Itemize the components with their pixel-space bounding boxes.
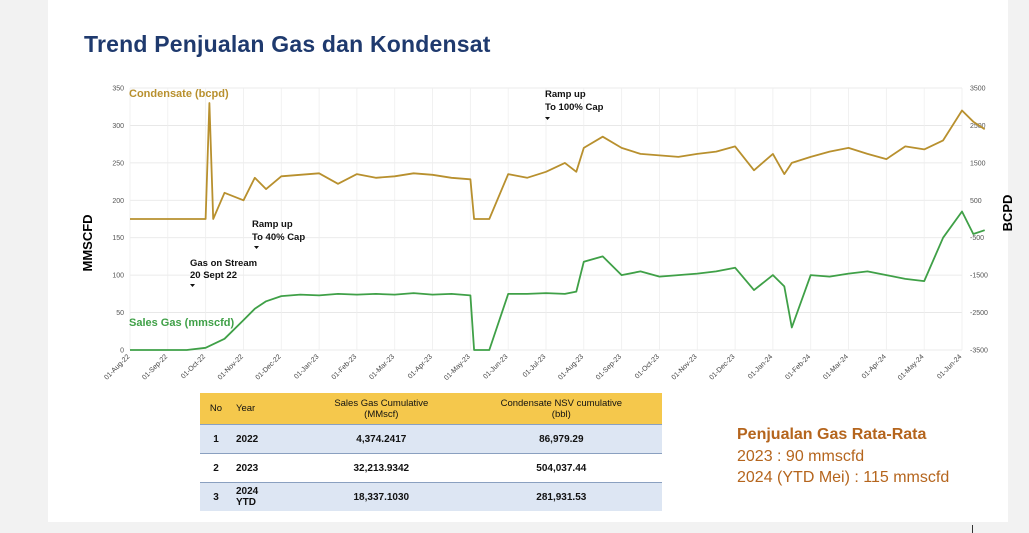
table-row: 1 2022 4,374.2417 86,979.29 (200, 424, 662, 454)
svg-text:To 100% Cap: To 100% Cap (545, 102, 604, 113)
x-tick-label: 01-Sep-23 (595, 353, 623, 381)
left-tick-label: 50 (116, 310, 124, 317)
x-tick-label: 01-Apr-23 (407, 353, 434, 380)
x-tick-label: 01-Jan-23 (293, 353, 320, 380)
left-tick-label: 300 (112, 123, 124, 130)
x-tick-label: 01-Dec-23 (708, 353, 736, 381)
header-year: Year (232, 393, 302, 425)
average-sales-box: Penjualan Gas Rata-Rata 2023 : 90 mmscfd… (737, 426, 949, 488)
gridlines (129, 87, 963, 351)
annotation-ramp-40: Ramp up To 40% Cap (252, 219, 305, 249)
right-tick-label: 1500 (970, 160, 986, 167)
right-tick-label: -3500 (970, 348, 988, 355)
x-tick-label: 01-Oct-22 (180, 353, 207, 380)
summary-table: No Year Sales Gas Cumulative (MMscf) Cond… (200, 393, 662, 511)
x-tick-label: 01-Dec-22 (255, 353, 283, 381)
x-tick-label: 01-Jul-23 (522, 353, 548, 379)
header-condensate: Condensate NSV cumulative (bbl) (460, 393, 662, 425)
x-tick-label: 01-Apr-24 (861, 353, 888, 380)
left-axis-label: MMSCFD (80, 214, 95, 271)
right-axis-label: BCPD (1000, 195, 1015, 232)
series-label-condensate: Condensate (bcpd) (129, 88, 229, 100)
header-no: No (200, 393, 232, 425)
x-tick-label: 01-Jun-23 (482, 353, 509, 380)
divider (972, 525, 973, 533)
left-tick-label: 100 (112, 273, 124, 280)
right-tick-label: 500 (970, 198, 982, 205)
x-tick-label: 01-May-23 (443, 353, 472, 382)
left-axis-ticks: 0 50 100 150 200 250 300 350 (112, 86, 124, 355)
x-tick-label: 01-Sep-22 (141, 353, 169, 381)
x-tick-label: 01-Oct-23 (634, 353, 661, 380)
x-axis-ticks: 01-Aug-22 01-Sep-22 01-Oct-22 01-Nov-22 01-D… (103, 353, 963, 382)
left-tick-label: 250 (112, 160, 124, 167)
svg-text:20 Sept 22: 20 Sept 22 (190, 270, 237, 281)
right-tick-label: 2500 (970, 123, 986, 130)
x-tick-label: 01-Aug-23 (557, 353, 585, 381)
series-lines (130, 102, 986, 351)
sales-gas-series-line (130, 210, 985, 351)
right-tick-label: -1500 (970, 273, 988, 280)
table-row: 3 2024 YTD 18,337.1030 281,931.53 (200, 482, 662, 511)
x-tick-label: 01-Jun-24 (936, 353, 963, 380)
condensate-series-line (130, 102, 986, 220)
x-tick-label: 01-Aug-22 (103, 353, 131, 381)
svg-text:Ramp up: Ramp up (545, 89, 586, 100)
x-tick-label: 01-Jan-24 (747, 353, 774, 380)
x-tick-label: 01-Feb-24 (784, 353, 812, 381)
left-tick-label: 350 (112, 86, 124, 93)
right-axis-ticks: -3500 -2500 -1500 -500 500 1500 2500 3500 (970, 86, 988, 355)
svg-text:Gas on Stream: Gas on Stream (190, 258, 257, 269)
average-2024: 2024 (YTD Mei) : 115 mmscfd (737, 469, 950, 486)
left-tick-label: 200 (112, 198, 124, 205)
x-tick-label: 01-Mar-23 (368, 353, 396, 381)
x-tick-label: 01-Mar-24 (822, 353, 850, 381)
left-tick-label: 0 (120, 348, 124, 355)
left-tick-label: 150 (112, 235, 124, 242)
x-tick-label: 01-May-24 (897, 353, 926, 382)
x-tick-label: 01-Nov-23 (671, 353, 699, 381)
average-2023: 2023 : 90 mmscfd (737, 448, 865, 465)
page-title: Trend Penjualan Gas dan Kondensat (84, 31, 491, 57)
table-row: 2 2023 32,213.9342 504,037.44 (200, 453, 662, 483)
right-tick-label: 3500 (970, 86, 986, 93)
series-label-sales-gas: Sales Gas (mmscfd) (129, 317, 234, 329)
x-tick-label: 01-Feb-23 (331, 353, 359, 381)
right-tick-label: -500 (970, 235, 984, 242)
annotation-ramp-100: Ramp up To 100% Cap (545, 89, 604, 120)
header-gas: Sales Gas Cumulative (MMscf) (302, 393, 461, 425)
right-tick-label: -2500 (970, 310, 988, 317)
svg-text:To 40% Cap: To 40% Cap (252, 232, 305, 243)
x-tick-label: 01-Nov-22 (217, 353, 245, 381)
table-header-row: No Year Sales Gas Cumulative (MMscf) Cond… (200, 393, 662, 425)
average-title: Penjualan Gas Rata-Rata (737, 426, 927, 443)
svg-text:Ramp up: Ramp up (252, 219, 293, 230)
annotation-gas-on-stream: Gas on Stream 20 Sept 22 (190, 258, 257, 287)
